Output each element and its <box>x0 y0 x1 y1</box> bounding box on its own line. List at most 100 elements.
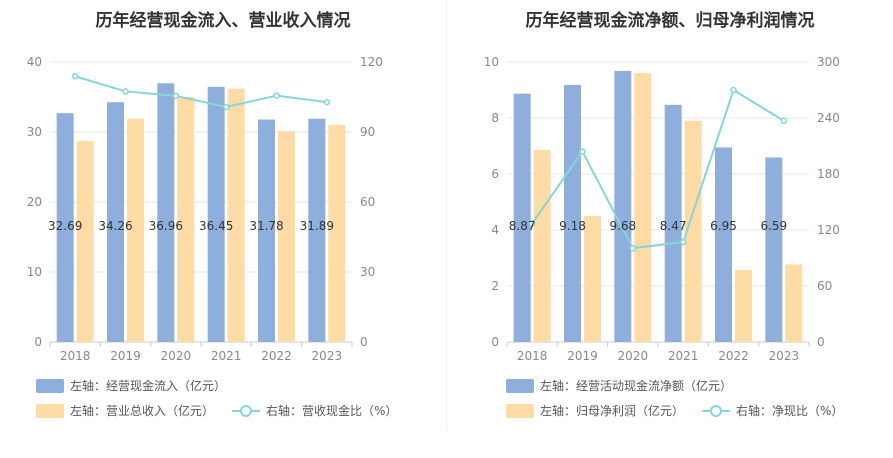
chart-panel-right: 历年经营现金流净额、归母净利润情况 0 2 4 6 8 10 0 60 120 180 240 300… <box>447 0 893 458</box>
legend-swatch-orange <box>506 403 534 418</box>
ratio-line <box>531 88 785 250</box>
y-tick-right: 90 <box>360 125 375 139</box>
legend-row-1-right: 左轴：经营活动现金流净额（亿元） <box>506 377 750 394</box>
bar-data-label: 8.87 <box>509 219 536 233</box>
bar-series-2 <box>785 264 803 342</box>
y-tick-left: 6 <box>491 167 499 181</box>
x-tick-label: 2020 <box>618 349 649 363</box>
legend-label: 右轴：净现比（%） <box>736 404 844 418</box>
y-tick-left: 0 <box>491 335 499 349</box>
chart-left: 0 10 20 30 40 0 30 60 90 120 2018 2019 2020 2021 2022 2… <box>27 55 383 363</box>
legend-line-marker <box>232 404 261 418</box>
bar-series-2 <box>177 97 195 342</box>
bar-series-2 <box>684 120 702 342</box>
y-tick-left: 20 <box>27 195 42 209</box>
bar-series-1 <box>664 104 682 342</box>
y-tick-right: 120 <box>817 223 840 237</box>
legend-label: 左轴：营业总收入（亿元） <box>70 404 215 418</box>
legend-item-revenue[interactable]: 左轴：营业总收入（亿元） <box>36 402 214 419</box>
legend-row-1-left: 左轴：经营现金流入（亿元） <box>36 377 244 394</box>
bar-data-label: 6.95 <box>710 219 737 233</box>
bar-series-2 <box>584 216 601 342</box>
y-tick-right: 240 <box>817 111 840 125</box>
bar-data-label: 31.78 <box>249 219 283 233</box>
y-tick-right: 0 <box>817 335 825 349</box>
bar-series-2 <box>76 141 94 342</box>
bar-series-1 <box>765 157 783 342</box>
bar-data-label: 36.96 <box>149 219 183 233</box>
x-tick-label: 2018 <box>60 349 91 363</box>
bar-series-1 <box>564 84 581 343</box>
bar-data-label: 31.89 <box>300 219 334 233</box>
legend-label: 左轴：经营活动现金流净额（亿元） <box>540 379 733 393</box>
ratio-point <box>780 117 788 125</box>
bar-series-1 <box>207 86 225 342</box>
y-tick-right: 0 <box>360 335 368 349</box>
x-tick-label: 2018 <box>517 349 548 363</box>
ratio-point <box>679 238 687 246</box>
y-tick-left: 8 <box>491 111 499 125</box>
legend-row-2-right: 左轴：归母净利润（亿元） 右轴：净现比（%） <box>506 402 861 419</box>
legend-line-marker <box>702 404 731 418</box>
bar-series-2 <box>533 149 551 342</box>
x-tick-label: 2020 <box>161 349 192 363</box>
legend-row-2-left: 左轴：营业总收入（亿元） 右轴：营收现金比（%） <box>36 402 415 419</box>
bar-series-2 <box>127 118 144 342</box>
chart-title-left: 历年经营现金流入、营业收入情况 <box>95 11 351 31</box>
ratio-point <box>222 103 230 111</box>
x-tick-label: 2023 <box>312 349 343 363</box>
bar-series-1 <box>308 118 326 343</box>
bar-series-1 <box>157 83 175 342</box>
legend-item-net-profit[interactable]: 左轴：归母净利润（亿元） <box>506 402 684 419</box>
bar-series-2 <box>227 88 245 342</box>
y-tick-left: 10 <box>484 55 499 69</box>
ratio-point <box>579 148 586 155</box>
panel-divider <box>446 0 447 430</box>
legend-label: 左轴：归母净利润（亿元） <box>540 404 685 418</box>
legend-item-net-ratio[interactable]: 右轴：净现比（%） <box>702 402 843 419</box>
chart-title-right: 历年经营现金流净额、归母净利润情况 <box>525 11 815 31</box>
x-tick-label: 2019 <box>110 349 141 363</box>
chart-panel-left: 历年经营现金流入、营业收入情况 0 10 20 30 40 0 30 60 90 120 2018 2… <box>0 0 446 458</box>
ratio-point <box>71 72 79 80</box>
ratio-line <box>74 75 327 109</box>
x-tick-label: 2021 <box>211 349 242 363</box>
chart-right: 0 2 4 6 8 10 0 60 120 180 240 300 2018 2019 2020 2021 20… <box>484 55 840 363</box>
y-tick-right: 300 <box>817 55 840 69</box>
ratio-point <box>273 92 280 99</box>
legend-item-net-cashflow[interactable]: 左轴：经营活动现金流净额（亿元） <box>506 377 732 394</box>
bar-data-label: 34.26 <box>98 219 132 233</box>
ratio-point <box>629 244 637 252</box>
y-tick-left: 40 <box>27 55 42 69</box>
legend-item-ratio[interactable]: 右轴：营收现金比（%） <box>232 402 397 419</box>
y-tick-left: 2 <box>491 279 499 293</box>
bar-series-1 <box>614 70 632 343</box>
y-tick-left: 30 <box>27 125 42 139</box>
bar-series-1 <box>258 119 275 342</box>
y-tick-left: 10 <box>27 265 42 279</box>
x-tick-label: 2022 <box>261 349 292 363</box>
x-tick-label: 2021 <box>668 349 699 363</box>
ratio-point <box>172 92 180 100</box>
bar-data-label: 8.47 <box>660 219 687 233</box>
legend-item-cash-inflow[interactable]: 左轴：经营现金流入（亿元） <box>36 377 226 394</box>
bar-series-2 <box>328 125 346 342</box>
ratio-point <box>528 220 536 227</box>
bar-series-2 <box>735 270 752 342</box>
legend-label: 左轴：经营现金流入（亿元） <box>70 379 227 393</box>
legend-swatch-blue <box>506 378 534 393</box>
bar-data-label: 6.59 <box>760 219 787 233</box>
y-tick-right: 30 <box>360 265 375 279</box>
bar-series-2 <box>278 131 295 342</box>
legend-label: 右轴：营收现金比（%） <box>266 404 398 418</box>
y-tick-left: 4 <box>491 223 499 237</box>
bar-data-label: 32.69 <box>48 219 82 233</box>
y-tick-left: 0 <box>34 335 42 349</box>
y-tick-right: 120 <box>360 55 383 69</box>
bar-series-1 <box>513 93 531 342</box>
bar-series-1 <box>107 102 124 343</box>
y-tick-right: 60 <box>817 279 832 293</box>
ratio-point <box>122 88 129 95</box>
bar-series-2 <box>634 73 652 342</box>
legend-swatch-orange <box>36 403 64 418</box>
